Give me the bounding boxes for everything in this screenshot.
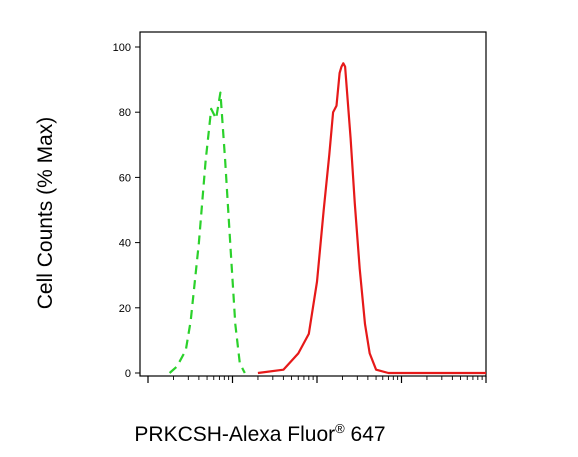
series-line-1 <box>168 91 246 374</box>
plot-frame <box>139 31 487 377</box>
plot-area <box>168 62 486 375</box>
y-axis-ticks: 0 20 40 60 80 100 <box>113 42 140 380</box>
y-tick-label: 100 <box>113 42 131 54</box>
y-tick-label: 20 <box>119 303 131 315</box>
x-axis-ticks <box>147 376 487 383</box>
x-axis-title: PRKCSH-Alexa Fluor® 647 <box>134 421 385 446</box>
x-axis-title-suffix: 647 <box>345 423 386 446</box>
axes <box>139 31 487 377</box>
y-tick-label: 0 <box>125 368 131 380</box>
series-line-2 <box>257 62 486 375</box>
x-axis-title-main: PRKCSH-Alexa Fluor <box>134 423 335 446</box>
y-tick-label: 60 <box>119 172 131 184</box>
x-axis-title-superscript: ® <box>335 421 345 436</box>
y-tick-label: 40 <box>119 238 131 250</box>
y-axis-title: Cell Counts (% Max) <box>34 117 57 310</box>
y-tick-label: 80 <box>119 107 131 119</box>
